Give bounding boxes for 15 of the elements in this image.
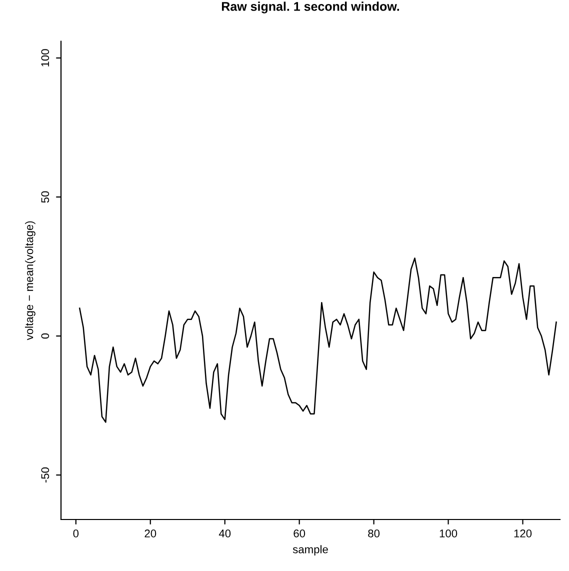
chart-title: Raw signal. 1 second window.	[222, 2, 400, 14]
line-series	[78, 258, 557, 423]
y-tick-label: -50	[41, 467, 50, 483]
x-axis-title: sample	[292, 545, 328, 556]
x-tick-label: 60	[294, 530, 306, 538]
x-tick-label: 0	[73, 530, 79, 538]
y-axis-title: voltage − mean(voltage)	[25, 221, 36, 340]
x-tick-label: 20	[144, 530, 156, 538]
y-tick-label: 50	[41, 191, 50, 203]
y-tick-label: 0	[41, 333, 50, 339]
x-tick-label: 40	[218, 530, 231, 538]
x-tick-label: 100	[440, 530, 458, 538]
x-tick-label: 80	[368, 530, 380, 538]
x-tick-label: 120	[514, 530, 532, 538]
y-tick-label: 100	[41, 49, 50, 66]
